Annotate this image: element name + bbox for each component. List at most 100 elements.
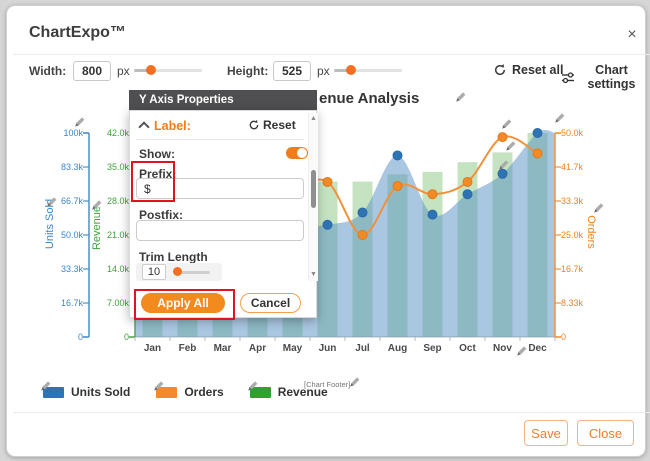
- orders-point[interactable]: [497, 132, 508, 143]
- width-slider[interactable]: [134, 65, 202, 75]
- popup-header[interactable]: Y Axis Properties: [129, 90, 317, 110]
- trim-length-slider-handle[interactable]: [173, 267, 182, 276]
- units-sold-point[interactable]: [462, 189, 473, 200]
- scroll-down-icon[interactable]: ▼: [310, 271, 317, 278]
- height-label: Height:: [227, 64, 269, 78]
- popup-scrollbar[interactable]: ▲ ▼: [308, 113, 318, 281]
- x-axis-label: Dec: [528, 343, 547, 354]
- close-button[interactable]: Close: [577, 420, 634, 446]
- height-slider-handle[interactable]: [346, 65, 356, 75]
- chart-settings-button[interactable]: Chart settings: [559, 61, 645, 93]
- orders-point[interactable]: [322, 176, 333, 187]
- height-input[interactable]: [273, 61, 311, 81]
- edit-pencil-icon[interactable]: [555, 113, 565, 123]
- scroll-up-icon[interactable]: ▲: [310, 115, 317, 122]
- reset-all-label: Reset all: [512, 63, 564, 77]
- edit-pencil-icon[interactable]: [506, 141, 516, 151]
- revenue-bar[interactable]: [317, 181, 338, 337]
- legend-item-revenue[interactable]: Revenue: [247, 380, 328, 399]
- revenue-bar[interactable]: [352, 181, 373, 337]
- orders-point[interactable]: [462, 176, 473, 187]
- cancel-button[interactable]: Cancel: [240, 293, 301, 313]
- units-sold-point[interactable]: [322, 219, 333, 230]
- svg-text:14.0k: 14.0k: [107, 264, 130, 274]
- orders-point[interactable]: [427, 189, 438, 200]
- edit-pencil-icon[interactable]: [499, 160, 509, 170]
- postfix-input[interactable]: [136, 220, 304, 241]
- chart-legend: Units Sold Orders Revenue: [41, 380, 328, 399]
- legend-pencil-icon[interactable]: [39, 380, 51, 392]
- edit-pencil-icon[interactable]: [75, 117, 85, 127]
- edit-pencil-icon[interactable]: [594, 203, 604, 213]
- svg-text:16.7k: 16.7k: [61, 298, 84, 308]
- height-slider[interactable]: [334, 65, 402, 75]
- trim-length-input[interactable]: [142, 264, 166, 280]
- revenue-bar[interactable]: [492, 152, 513, 337]
- units-sold-point[interactable]: [357, 207, 368, 218]
- edit-pencil-icon[interactable]: [502, 119, 512, 129]
- chart-footer-placeholder[interactable]: [Chart Footer]: [304, 380, 351, 389]
- revenue-bar[interactable]: [527, 133, 548, 337]
- width-input[interactable]: [73, 61, 111, 81]
- x-axis-label: Jul: [355, 343, 370, 354]
- legend-pencil-icon[interactable]: [246, 380, 258, 392]
- edit-pencil-icon[interactable]: [47, 197, 57, 207]
- legend-label: Orders: [184, 385, 224, 399]
- legend-item-units-sold[interactable]: Units Sold: [41, 380, 131, 399]
- chart-title[interactable]: enue Analysis: [319, 90, 420, 107]
- toggle-knob: [297, 148, 307, 158]
- legend-pencil-icon[interactable]: [152, 380, 164, 392]
- prefix-input[interactable]: [136, 178, 304, 199]
- svg-text:41.7k: 41.7k: [561, 162, 584, 172]
- svg-text:66.7k: 66.7k: [61, 196, 84, 206]
- edit-pencil-icon[interactable]: [92, 200, 102, 210]
- edit-pencil-icon[interactable]: [517, 346, 527, 356]
- reset-all-button[interactable]: Reset all: [491, 61, 565, 79]
- trim-length-label: Trim Length: [139, 250, 208, 264]
- units-sold-axis-title: Units Sold: [44, 199, 56, 249]
- show-toggle[interactable]: [286, 147, 308, 159]
- dialog-close-icon[interactable]: ×: [621, 24, 643, 46]
- reset-arrow-icon: [493, 63, 507, 77]
- chart-footer-pencil-icon[interactable]: [348, 376, 360, 388]
- legend-item-orders[interactable]: Orders: [154, 380, 224, 399]
- orders-axis: [554, 132, 561, 338]
- orders-point[interactable]: [392, 181, 403, 192]
- svg-text:0: 0: [124, 332, 129, 342]
- x-axis-label: Jan: [144, 343, 161, 354]
- chart-settings-label: Chart settings: [587, 63, 636, 91]
- svg-text:42.0k: 42.0k: [107, 128, 130, 138]
- units-sold-axis: [83, 132, 90, 338]
- apply-all-button[interactable]: Apply All: [141, 293, 225, 313]
- revenue-bar[interactable]: [387, 174, 408, 337]
- height-slider-fill: [334, 69, 350, 72]
- revenue-bar[interactable]: [422, 171, 443, 337]
- orders-point[interactable]: [357, 230, 368, 240]
- x-axis-label: Jun: [319, 343, 337, 354]
- width-unit: px: [117, 64, 130, 78]
- footer-divider: [13, 412, 650, 413]
- width-slider-handle[interactable]: [146, 65, 156, 75]
- units-sold-point[interactable]: [427, 209, 438, 220]
- x-axis-label: Mar: [214, 343, 232, 354]
- units-sold-point[interactable]: [392, 150, 403, 161]
- revenue-bar[interactable]: [457, 162, 478, 337]
- popup-body: Label: Reset Show: Prefix: Postfix: Trim…: [129, 110, 318, 320]
- svg-text:25.0k: 25.0k: [561, 230, 584, 240]
- orders-axis-title: Orders: [585, 215, 597, 249]
- legend-label: Revenue: [277, 385, 328, 399]
- orders-point[interactable]: [532, 148, 543, 159]
- legend-swatch-revenue: [247, 380, 271, 398]
- scrollbar-thumb[interactable]: [311, 170, 316, 208]
- save-button[interactable]: Save: [524, 420, 568, 446]
- units-sold-point[interactable]: [497, 168, 508, 179]
- reset-label: Reset: [263, 118, 296, 132]
- legend-label: Units Sold: [71, 385, 131, 399]
- chart-title-pencil-icon[interactable]: [454, 91, 466, 103]
- collapse-chevron-icon[interactable]: [138, 121, 150, 133]
- app-title: ChartExpo™: [29, 24, 126, 41]
- x-axis-label: Feb: [179, 343, 197, 354]
- label-reset-button[interactable]: Reset: [248, 118, 296, 132]
- units-sold-point[interactable]: [532, 128, 543, 138]
